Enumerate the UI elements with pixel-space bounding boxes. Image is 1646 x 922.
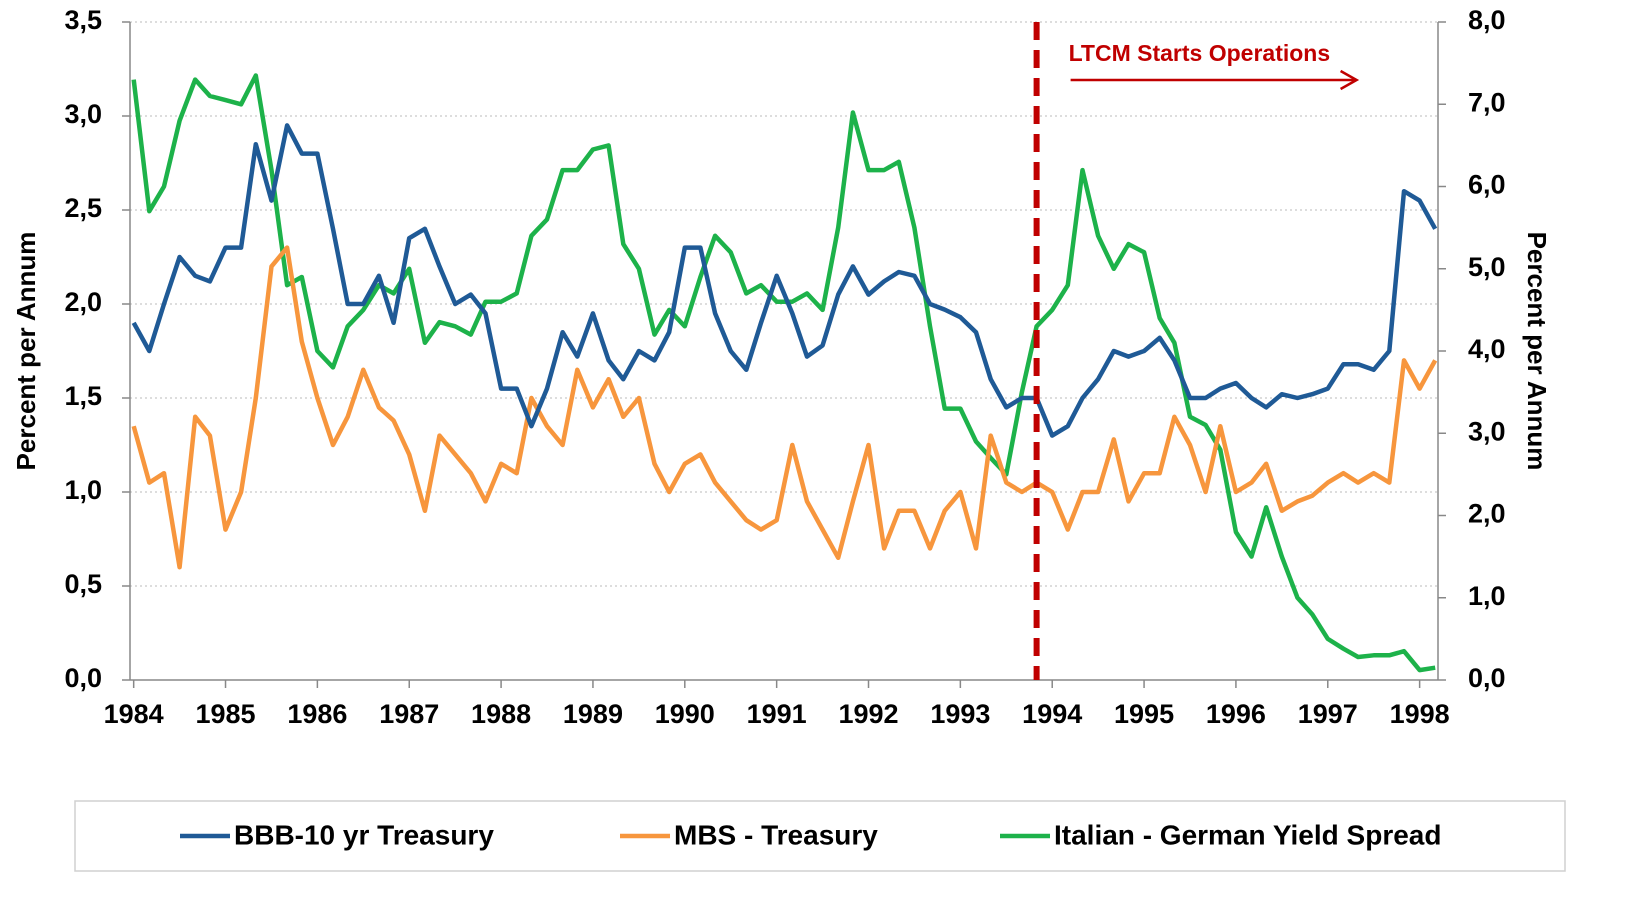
x-tick-label: 1986 xyxy=(287,699,347,729)
y2-tick-label: 7,0 xyxy=(1468,87,1506,117)
y-tick-label: 2,0 xyxy=(64,287,102,317)
y-axis-label: Percent per Annum xyxy=(11,232,41,471)
x-tick-label: 1991 xyxy=(747,699,807,729)
y2-axis-label: Percent per Annum xyxy=(1522,232,1552,471)
y2-tick-label: 1,0 xyxy=(1468,581,1506,611)
legend-label: BBB-10 yr Treasury xyxy=(234,819,494,850)
x-tick-label: 1987 xyxy=(379,699,439,729)
x-tick-label: 1992 xyxy=(838,699,898,729)
y2-tick-label: 5,0 xyxy=(1468,252,1506,282)
x-tick-label: 1997 xyxy=(1298,699,1358,729)
y-tick-label: 1,0 xyxy=(64,475,102,505)
y-tick-label: 1,5 xyxy=(64,381,102,411)
legend-label: Italian - German Yield Spread xyxy=(1054,819,1441,850)
annotation-text: LTCM Starts Operations xyxy=(1069,40,1331,66)
x-tick-label: 1993 xyxy=(930,699,990,729)
y-tick-label: 0,0 xyxy=(64,663,102,693)
x-tick-label: 1996 xyxy=(1206,699,1266,729)
x-tick-label: 1998 xyxy=(1390,699,1450,729)
y-tick-label: 3,0 xyxy=(64,99,102,129)
x-tick-label: 1989 xyxy=(563,699,623,729)
y-tick-label: 0,5 xyxy=(64,569,102,599)
series-line xyxy=(131,245,1438,570)
annotation-arrowhead xyxy=(1339,69,1360,91)
y2-tick-label: 3,0 xyxy=(1468,416,1506,446)
legend-label: MBS - Treasury xyxy=(674,819,878,850)
legend-box xyxy=(74,800,1566,872)
y-tick-label: 2,5 xyxy=(64,193,102,223)
x-tick-label: 1988 xyxy=(471,699,531,729)
y2-tick-label: 6,0 xyxy=(1468,170,1506,200)
series-line xyxy=(131,123,1438,438)
y2-tick-label: 2,0 xyxy=(1468,499,1506,529)
y2-tick-label: 0,0 xyxy=(1468,663,1506,693)
y2-tick-label: 8,0 xyxy=(1468,5,1506,35)
y2-tick-label: 4,0 xyxy=(1468,334,1506,364)
x-tick-label: 1994 xyxy=(1022,699,1082,729)
x-tick-label: 1995 xyxy=(1114,699,1174,729)
x-tick-label: 1985 xyxy=(195,699,255,729)
x-tick-label: 1984 xyxy=(104,699,164,729)
y-tick-label: 3,5 xyxy=(64,5,102,35)
x-tick-label: 1990 xyxy=(655,699,715,729)
series-line xyxy=(131,73,1436,673)
